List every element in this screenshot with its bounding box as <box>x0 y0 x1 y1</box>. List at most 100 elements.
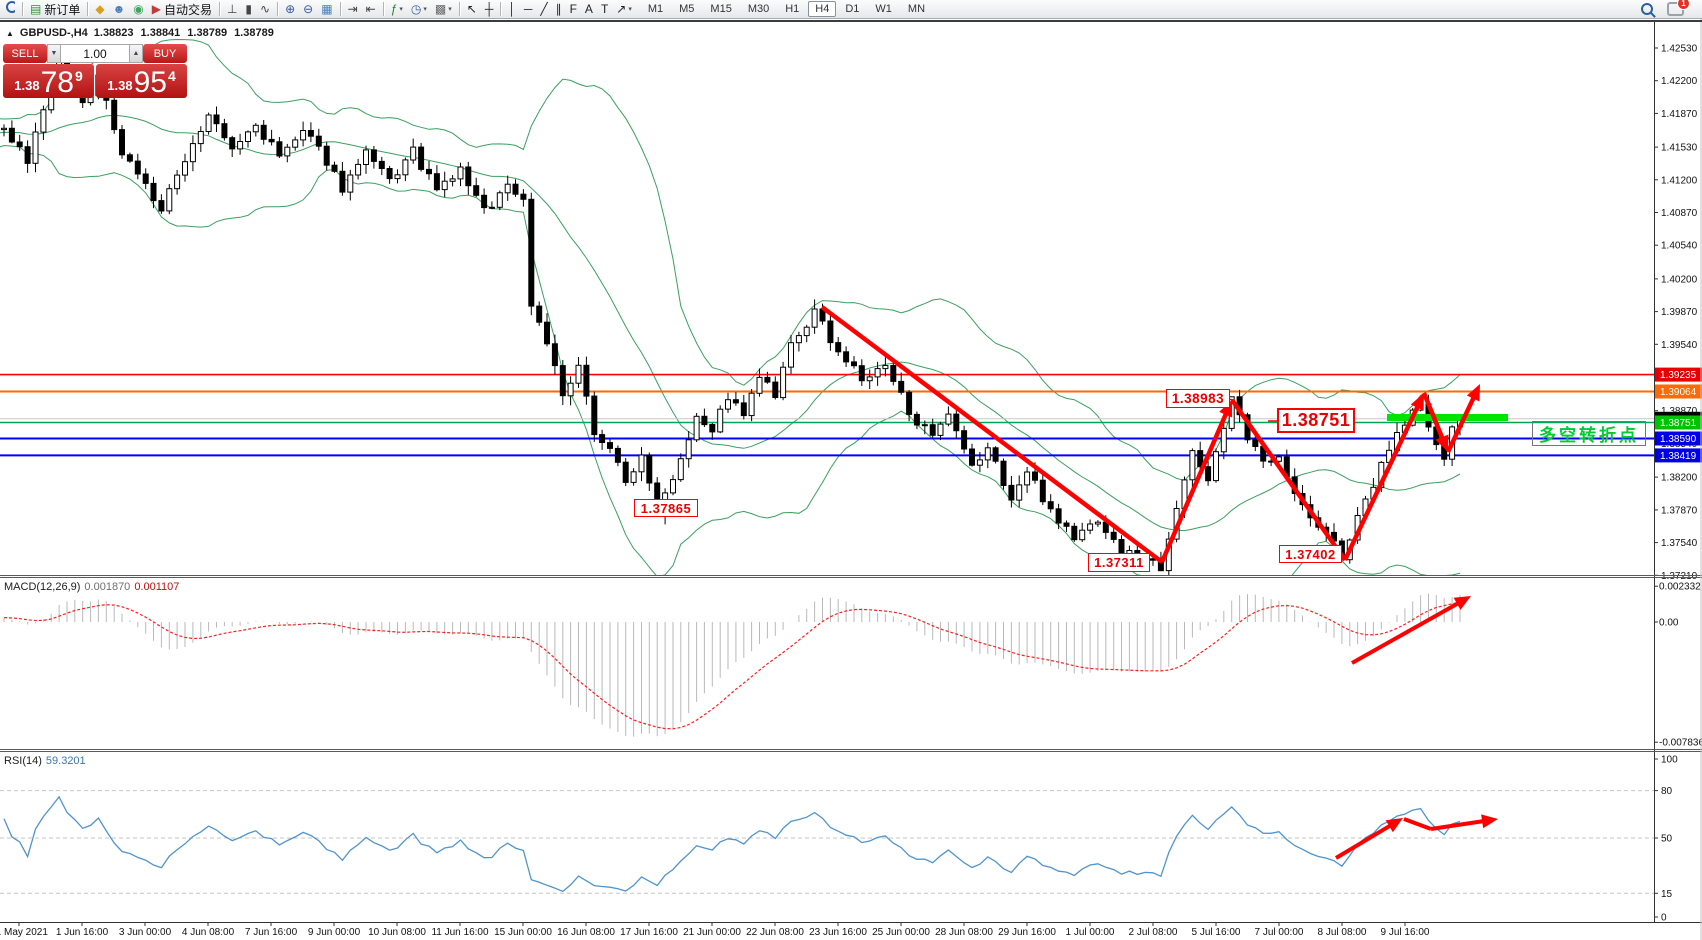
timeframe-m15[interactable]: M15 <box>710 3 732 15</box>
timeframe-w1[interactable]: W1 <box>875 3 892 15</box>
svg-text:11 Jun 16:00: 11 Jun 16:00 <box>431 927 489 938</box>
svg-text:4 Jun 08:00: 4 Jun 08:00 <box>182 927 235 938</box>
indicators-button[interactable]: ƒ ▾ <box>387 1 407 18</box>
svg-text:5 Jul 16:00: 5 Jul 16:00 <box>1192 927 1241 938</box>
price-annotation-label[interactable]: 1.37311 <box>1088 553 1150 572</box>
svg-text:1.41870: 1.41870 <box>1661 109 1698 120</box>
timeframe-mn[interactable]: MN <box>907 3 926 15</box>
volume-increase-button[interactable]: ▲ <box>129 44 143 63</box>
timeframe-m1[interactable]: M1 <box>647 3 664 15</box>
price-annotation-label[interactable]: 1.37402 <box>1279 545 1342 563</box>
green-highlight-bar[interactable] <box>1387 414 1508 421</box>
templates-button[interactable]: ▩ ▾ <box>431 1 456 18</box>
price-annotation-label[interactable]: 1.38983 <box>1166 389 1230 408</box>
svg-text:28 Jun 08:00: 28 Jun 08:00 <box>935 927 993 938</box>
candlestick-chart-icon[interactable]: ▮ <box>241 1 256 18</box>
cursor-button[interactable]: ↖ <box>463 1 481 18</box>
chart-shift-button[interactable]: ⇤ <box>362 1 380 18</box>
chart-shift-icon: ⇤ <box>365 2 376 16</box>
equidistant-channel-icon: ∥ <box>555 2 562 16</box>
dropdown-arrow-icon[interactable]: ▾ <box>628 6 632 13</box>
svg-text:7 Jun 16:00: 7 Jun 16:00 <box>245 927 298 938</box>
svg-text:31 May 2021: 31 May 2021 <box>0 927 48 938</box>
line-chart-icon[interactable]: ∿ <box>256 1 274 18</box>
new-order-button-label: 新订单 <box>44 2 81 17</box>
zoom-out-icon: ⊖ <box>303 2 314 16</box>
sell-price-panel[interactable]: 1.38 78 9 <box>3 64 94 98</box>
trendline-button[interactable]: ╱ <box>536 1 551 18</box>
turning-point-annotation[interactable]: 多空转折点 <box>1532 421 1646 446</box>
buy-price-panel[interactable]: 1.38 95 4 <box>96 64 187 98</box>
svg-text:1 Jun 16:00: 1 Jun 16:00 <box>56 927 109 938</box>
fibonacci-button[interactable]: F <box>566 1 581 18</box>
symbol-name: GBPUSD-,H4 <box>19 27 88 39</box>
zoom-in-button[interactable]: ⊕ <box>281 1 299 18</box>
notifications-icon[interactable]: 1 <box>1667 0 1690 16</box>
macd-panel[interactable] <box>3 593 1471 737</box>
main-price-panel[interactable] <box>0 38 1654 611</box>
crosshair-button[interactable]: ┼ <box>481 1 498 18</box>
macd-indicator-label: MACD(12,26,9) 0.001870 0.001107 <box>4 581 180 593</box>
symbol-search-icon[interactable] <box>2 1 19 18</box>
dropdown-arrow-icon[interactable]: ▾ <box>399 6 403 13</box>
svg-text:0: 0 <box>1661 913 1667 924</box>
toolbar-separator <box>500 2 502 16</box>
text-button[interactable]: A <box>581 1 597 18</box>
volume-decrease-button[interactable]: ▼ <box>47 44 61 63</box>
equidistant-channel-button[interactable]: ∥ <box>552 1 566 18</box>
periods-button[interactable]: ◷ ▾ <box>407 1 431 18</box>
dropdown-arrow-icon[interactable]: ▾ <box>448 6 452 13</box>
volume-input[interactable] <box>61 44 129 63</box>
timeframe-h1[interactable]: H1 <box>785 3 800 15</box>
price-annotation-label[interactable]: 1.37865 <box>634 499 698 517</box>
svg-text:0.002332: 0.002332 <box>1659 582 1701 593</box>
timeframe-h4[interactable]: H4 <box>808 1 837 17</box>
svg-text:1.40540: 1.40540 <box>1661 241 1698 252</box>
new-order-button[interactable]: ▤ 新订单 <box>26 1 84 18</box>
bar-chart-icon[interactable]: ⊥ <box>223 1 241 18</box>
search-icon[interactable] <box>1641 3 1653 15</box>
svg-text:15: 15 <box>1661 889 1673 900</box>
timeframe-d1[interactable]: D1 <box>845 3 860 15</box>
signals-icon[interactable]: ◉ <box>129 1 147 18</box>
tile-windows-button[interactable]: ▦ <box>317 1 336 18</box>
market-package-icon[interactable]: ◆ <box>91 1 108 18</box>
autotrading-button[interactable]: ▶ 自动交易 <box>148 1 216 18</box>
auto-scroll-button[interactable]: ⇥ <box>344 1 362 18</box>
line-chart-icon-icon: ∿ <box>260 2 271 16</box>
chart-symbol-title: ▲ GBPUSD-,H4 1.38823 1.38841 1.38789 1.3878… <box>6 27 281 39</box>
buy-button[interactable]: BUY <box>143 44 187 63</box>
collapse-arrow-icon[interactable]: ▲ <box>6 28 14 38</box>
shapes-icon: ↗ <box>616 2 627 16</box>
ohlc-readout: 1.38823 1.38841 1.38789 1.38789 <box>93 27 274 39</box>
svg-text:3 Jun 00:00: 3 Jun 00:00 <box>119 927 172 938</box>
svg-text:9 Jun 00:00: 9 Jun 00:00 <box>308 927 361 938</box>
timeframe-m30[interactable]: M30 <box>747 3 770 15</box>
templates-icon: ▩ <box>434 2 447 16</box>
timeframe-m5[interactable]: M5 <box>679 3 695 15</box>
zoom-out-button[interactable]: ⊖ <box>299 1 317 18</box>
svg-text:1.41530: 1.41530 <box>1661 143 1698 154</box>
symbol-search-icon <box>6 1 15 13</box>
svg-text:1.42530: 1.42530 <box>1661 44 1698 55</box>
svg-text:7 Jul 00:00: 7 Jul 00:00 <box>1255 927 1304 938</box>
price-level-box <box>1655 431 1702 446</box>
dropdown-arrow-icon[interactable]: ▾ <box>423 6 427 13</box>
shapes-button[interactable]: ↗ ▾ <box>612 1 636 18</box>
bar-chart-icon-icon: ⊥ <box>226 2 238 16</box>
crosshair-icon: ┼ <box>484 2 494 16</box>
price-annotation-label[interactable]: 1.38751 <box>1277 408 1355 433</box>
vertical-line-button[interactable]: │ <box>504 1 520 18</box>
svg-text:1.38590: 1.38590 <box>1660 434 1697 445</box>
svg-text:100: 100 <box>1661 755 1678 766</box>
horizontal-line-button[interactable]: ─ <box>520 1 537 18</box>
svg-text:1.40200: 1.40200 <box>1661 274 1698 285</box>
community-icon[interactable]: ☻ <box>109 1 130 18</box>
sell-button[interactable]: SELL <box>3 44 47 63</box>
text-label-button[interactable]: T <box>597 1 612 18</box>
rsi-panel[interactable] <box>0 790 1654 894</box>
svg-text:1.37870: 1.37870 <box>1661 505 1698 516</box>
